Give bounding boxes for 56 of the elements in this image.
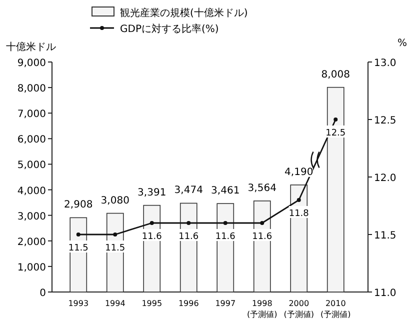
y-tick-label: 0 xyxy=(40,288,46,299)
y2-tick-label: 13.0 xyxy=(374,58,396,69)
data-label: 11.5 xyxy=(68,244,88,254)
data-label: 3,474 xyxy=(174,185,203,196)
point xyxy=(76,232,80,236)
y-tick-label: 4,000 xyxy=(17,186,46,197)
point xyxy=(260,221,264,225)
x-tick-label: 1998 (予測値) xyxy=(247,299,278,319)
y-tick-label: 8,000 xyxy=(17,84,46,95)
x-tick-label: 1993 xyxy=(68,299,89,308)
x-tick-label: 1995 xyxy=(142,299,162,308)
x-tick-label: 1996 xyxy=(178,299,199,308)
y-tick-label: 7,000 xyxy=(17,109,46,120)
y2-tick-label: 11.0 xyxy=(374,288,396,299)
bar xyxy=(326,86,344,292)
data-label: 11.6 xyxy=(252,232,272,242)
y-tick-label: 1,000 xyxy=(17,262,46,274)
y-tick-label: 5,000 xyxy=(17,160,46,172)
bar xyxy=(253,200,271,292)
x-tick-label: 2000 (予測値) xyxy=(284,299,314,319)
data-label: 3,564 xyxy=(248,182,276,194)
point xyxy=(186,221,191,225)
point xyxy=(223,221,228,225)
y2-tick-label: 12.5 xyxy=(374,116,396,126)
y2-tick-label: 11.5 xyxy=(374,230,396,242)
data-label: 4,190 xyxy=(284,166,314,178)
y-tick-label: 3,000 xyxy=(17,211,46,222)
data-label: 11.6 xyxy=(142,232,162,242)
y2-axis-title: % xyxy=(397,38,407,49)
x-tick-label: 2010 (予測値) xyxy=(320,299,351,319)
y-tick-label: 2,000 xyxy=(17,236,46,248)
data-label: 8,008 xyxy=(321,69,350,80)
x-tick-label: 1997 xyxy=(215,299,236,308)
legend-label: 観光産業の規模(十億米ドル) xyxy=(120,7,248,19)
data-label: 2,908 xyxy=(64,200,93,211)
bar xyxy=(216,203,234,292)
data-label: 3,461 xyxy=(211,186,240,197)
data-label: 12.5 xyxy=(326,128,346,138)
y-axis-title: 十億米ドル xyxy=(6,41,56,53)
bar xyxy=(290,184,308,292)
bar xyxy=(180,202,198,292)
data-label: 11.6 xyxy=(178,232,199,242)
y-tick-label: 6,000 xyxy=(17,134,46,146)
point xyxy=(296,198,301,202)
legend-label: GDPに対する比率(%) xyxy=(120,23,219,35)
point xyxy=(150,221,154,225)
data-label: 11.8 xyxy=(288,209,310,219)
point xyxy=(113,232,118,236)
data-label: 3,391 xyxy=(138,187,166,198)
point xyxy=(334,118,338,122)
data-label: 11.6 xyxy=(215,232,236,242)
data-label: 3,080 xyxy=(100,195,130,206)
data-label: 11.5 xyxy=(105,244,126,254)
y2-tick-label: 12.0 xyxy=(374,173,396,184)
x-tick-label: 1994 xyxy=(104,299,126,308)
y-tick-label: 9,000 xyxy=(17,58,46,69)
